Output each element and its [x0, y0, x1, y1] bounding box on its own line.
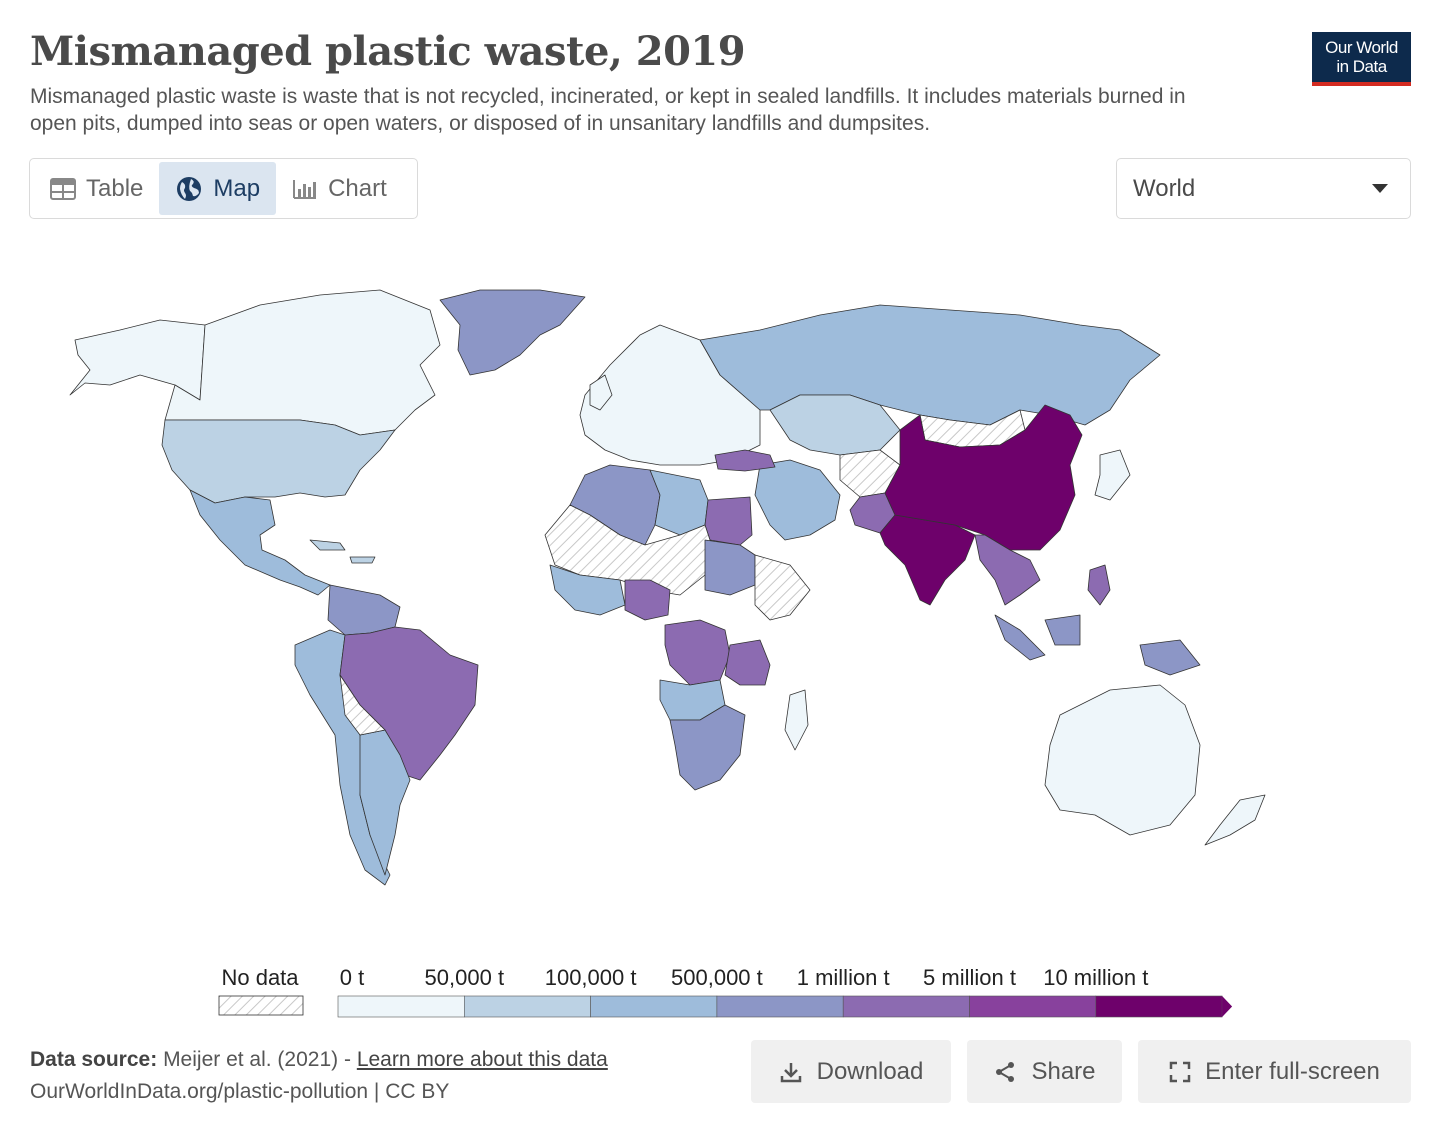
- world-map[interactable]: [0, 235, 1456, 915]
- region-southern-africa: [669, 704, 746, 791]
- legend-swatch: [969, 995, 1097, 1018]
- logo-line-2: in Data: [1336, 57, 1387, 76]
- globe-icon: [177, 176, 202, 201]
- fullscreen-icon: [1169, 1061, 1191, 1082]
- view-tabs: Table Map Chart: [29, 158, 418, 219]
- region-alaska: [69, 319, 206, 401]
- region-horn-nodata: [754, 554, 811, 621]
- source-url: OurWorldInData.org/plastic-pollution | C…: [30, 1080, 450, 1103]
- region-caribbean: [309, 539, 376, 564]
- region-madagascar: [784, 689, 809, 751]
- tab-chart-label: Chart: [328, 174, 387, 202]
- region-select[interactable]: World: [1116, 158, 1411, 219]
- table-icon: [50, 177, 76, 200]
- chevron-down-icon: [1372, 184, 1388, 193]
- legend-swatch: [463, 995, 591, 1018]
- owid-logo[interactable]: Our World in Data: [1312, 32, 1411, 86]
- share-label: Share: [1031, 1057, 1096, 1085]
- region-tanzania: [724, 639, 771, 686]
- fullscreen-label: Enter full-screen: [1205, 1057, 1380, 1085]
- region-greenland: [439, 289, 586, 376]
- share-button[interactable]: Share: [967, 1040, 1122, 1103]
- legend-tick-label: 10 million t: [1043, 965, 1149, 990]
- source-label: Data source:: [30, 1048, 158, 1071]
- region-sudan: [704, 539, 756, 596]
- region-china: [884, 404, 1083, 551]
- region-select-value: World: [1133, 174, 1196, 202]
- chart-icon: [293, 179, 317, 199]
- region-colombia-venezuela: [327, 584, 401, 636]
- region-canada: [164, 289, 441, 436]
- footer-source: Data source: Meijer et al. (2021) - Lear…: [30, 1044, 608, 1108]
- legend-tick-label: 5 million t: [923, 965, 1016, 990]
- logo-line-1: Our World: [1325, 38, 1398, 57]
- legend-tick-label: 100,000 t: [544, 965, 637, 990]
- download-icon: [780, 1062, 801, 1082]
- legend-swatch: [842, 995, 970, 1018]
- page-subtitle: Mismanaged plastic waste is waste that i…: [30, 85, 1186, 135]
- region-egypt: [704, 496, 753, 546]
- legend-tick-label: 50,000 t: [424, 965, 505, 990]
- legend-nodata-swatch: [218, 995, 304, 1016]
- region-libya: [649, 469, 709, 536]
- tab-chart[interactable]: Chart: [276, 162, 403, 215]
- legend-swatch: [337, 995, 465, 1018]
- legend-tick-label: 0 t: [339, 965, 365, 990]
- tab-map-label: Map: [213, 174, 261, 202]
- region-australia: [1044, 684, 1201, 836]
- share-icon: [996, 1061, 1015, 1082]
- region-russia: [699, 304, 1161, 426]
- tab-table-label: Table: [86, 174, 144, 202]
- tab-map[interactable]: Map: [159, 162, 277, 215]
- region-argentina: [359, 729, 411, 876]
- learn-more-link[interactable]: Learn more about this data: [356, 1048, 608, 1071]
- map-legend: [218, 995, 1233, 1018]
- region-india: [879, 514, 976, 606]
- download-label: Download: [816, 1057, 924, 1085]
- region-philippines: [1087, 564, 1111, 606]
- fullscreen-button[interactable]: Enter full-screen: [1138, 1040, 1411, 1103]
- region-uk: [589, 374, 613, 411]
- legend-labels: No data 0 t 50,000 t 100,000 t 500,000 t 1 mi…: [0, 955, 1456, 995]
- legend-nodata-label: No data: [221, 965, 299, 990]
- region-mexico: [189, 489, 331, 596]
- page-title: Mismanaged plastic waste, 2019: [30, 28, 746, 75]
- region-middle-east: [754, 459, 841, 541]
- download-button[interactable]: Download: [751, 1040, 951, 1103]
- region-turkey: [714, 449, 776, 472]
- region-nigeria: [624, 579, 671, 621]
- legend-swatch: [590, 995, 718, 1018]
- region-west-africa: [549, 564, 626, 616]
- region-south-america-nodata: [339, 674, 386, 736]
- region-indonesia: [994, 614, 1201, 676]
- tab-table[interactable]: Table: [34, 162, 159, 215]
- legend-tick-label: 500,000 t: [671, 965, 763, 990]
- region-new-zealand: [1204, 794, 1266, 846]
- region-kazakhstan: [769, 394, 901, 456]
- legend-swatch: [716, 995, 844, 1018]
- region-japan: [1094, 449, 1131, 501]
- region-united-states: [161, 419, 396, 504]
- source-text: Meijer et al. (2021) -: [163, 1048, 357, 1071]
- legend-tick-label: 1 million t: [796, 965, 890, 990]
- region-southeast-asia: [974, 534, 1041, 606]
- legend-arrow: [1222, 996, 1233, 1017]
- legend-swatch: [1095, 995, 1223, 1018]
- region-dr-congo: [664, 619, 731, 686]
